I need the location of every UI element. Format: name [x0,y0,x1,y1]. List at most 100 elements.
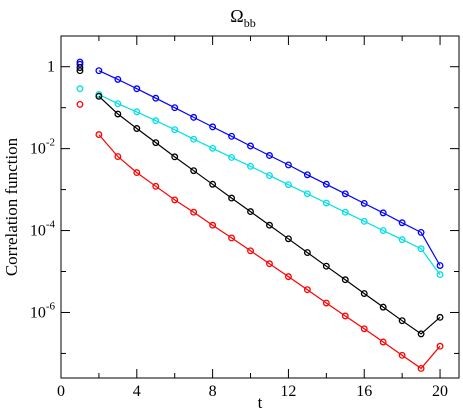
data-point [209,144,217,152]
x-tick-label: 16 [356,383,372,400]
series-layer [76,58,444,372]
data-point [190,208,198,216]
data-point [266,260,273,268]
y-tick-label: 10-4 [30,219,56,240]
data-point [209,221,217,229]
data-point [379,227,387,235]
data-point [247,208,254,216]
data-point [171,153,179,161]
data-point [247,142,254,150]
data-point [398,219,406,227]
x-tick-label: 20 [432,383,448,400]
y-tick-exponent: -2 [46,137,55,149]
data-point [417,364,425,372]
data-point [436,262,444,269]
data-point [76,85,84,93]
data-point [398,236,406,244]
y-tick-label: 10-6 [30,300,56,321]
x-tick-label: 8 [209,383,217,400]
data-point [379,303,387,311]
x-axis-label: t [258,393,263,412]
data-point [76,60,84,68]
data-point [398,351,406,359]
data-point [171,104,179,112]
y-axis-label: Correlation function [2,137,21,276]
data-point [114,110,122,118]
x-tick-label: 4 [133,383,141,400]
chart-title: Ωbb [230,6,255,30]
y-tick-label: 1 [47,59,55,76]
chart-title-subscript: bb [244,16,256,30]
data-point [266,172,273,180]
data-point [133,169,141,177]
data-point [284,235,292,243]
data-point [379,338,387,346]
data-point [436,342,444,350]
data-point [417,330,425,338]
y-tick-exponent: -6 [46,300,56,312]
data-point [284,181,292,189]
x-tick-label: 12 [280,383,296,400]
data-point [76,100,84,108]
data-point [322,262,330,270]
series-3 [76,100,444,372]
data-point [341,312,349,320]
data-point [228,153,236,161]
data-point [133,108,141,116]
data-point [303,190,311,198]
series-line [98,93,441,275]
series-line [98,70,441,266]
data-point [284,161,292,169]
y-tick-base: 10 [30,304,46,321]
data-point [152,139,160,147]
data-point [190,113,198,121]
data-point [303,171,311,179]
data-point [114,75,122,83]
data-point [360,290,368,297]
data-point [133,85,141,93]
data-point [95,67,103,75]
series-line [98,134,441,370]
data-point [76,67,84,75]
data-point [171,126,179,134]
data-point [133,125,141,132]
data-point [266,221,273,229]
data-point [360,217,368,225]
y-tick-base: 1 [47,59,55,76]
x-axis-ticks: 0 4 8 12 16 20 [57,36,448,400]
data-point [417,245,425,253]
data-point [322,180,330,188]
y-tick-base: 10 [30,223,46,240]
data-point [303,249,311,257]
data-point [76,64,84,72]
data-point [190,135,198,143]
data-point [152,117,160,125]
data-point [209,180,217,188]
data-point [398,317,406,325]
data-point [95,92,103,100]
data-point [247,162,254,170]
data-point [114,153,122,161]
data-point [341,190,349,198]
data-point [303,286,311,294]
data-point [95,131,103,139]
data-point [266,152,273,159]
y-tick-base: 10 [30,141,46,158]
data-point [341,276,349,284]
y-axis-ticks: 110-210-410-6 [30,59,459,354]
data-point [209,123,217,131]
data-point [228,132,236,140]
data-point [247,247,254,255]
series-line [98,95,441,335]
plot-frame [60,35,460,379]
data-point [341,208,349,216]
data-point [360,325,368,333]
data-point [284,273,292,281]
x-tick-label: 0 [57,383,65,400]
data-point [417,228,425,236]
series-0 [76,58,444,269]
data-point [379,209,387,217]
data-point [436,313,444,321]
data-point [228,234,236,242]
